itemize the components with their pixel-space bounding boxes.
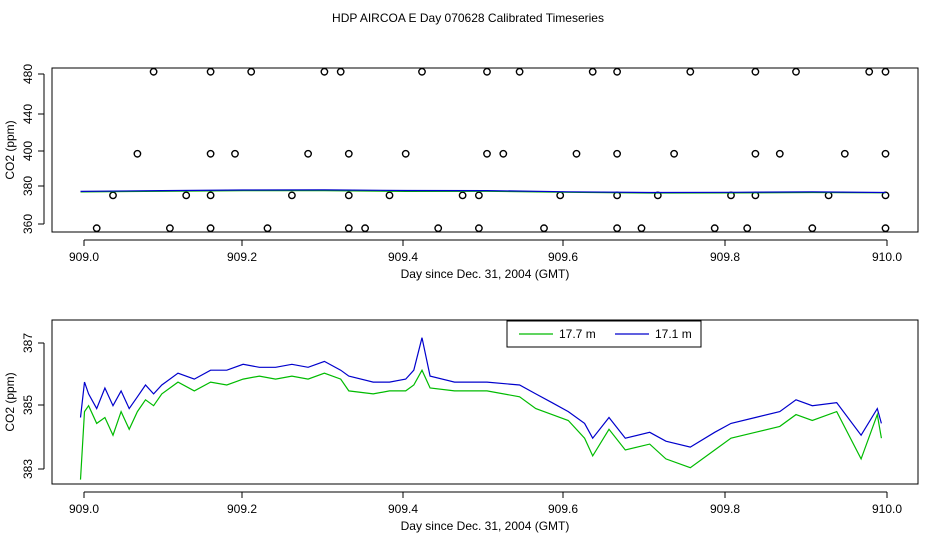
data-point bbox=[483, 67, 491, 76]
data-point bbox=[109, 191, 117, 200]
data-point bbox=[418, 67, 426, 76]
data-point bbox=[92, 224, 101, 233]
data-point bbox=[344, 224, 353, 233]
data-point bbox=[263, 224, 272, 233]
y-tick-label: 400 bbox=[21, 141, 35, 161]
data-point bbox=[840, 149, 849, 158]
data-point bbox=[515, 67, 524, 76]
data-point bbox=[540, 224, 548, 233]
y-axis-label: CO2 (ppm) bbox=[3, 372, 17, 431]
x-tick-label: 909.6 bbox=[548, 502, 578, 516]
legend-entry: 17.1 m bbox=[655, 327, 692, 341]
data-point bbox=[775, 149, 784, 158]
data-point bbox=[483, 149, 491, 158]
data-point bbox=[881, 149, 890, 158]
data-point bbox=[206, 224, 215, 233]
data-point bbox=[743, 224, 752, 233]
data-point bbox=[320, 67, 329, 76]
data-point bbox=[206, 149, 215, 158]
x-tick-label: 909.4 bbox=[388, 502, 418, 516]
data-point bbox=[556, 191, 565, 200]
data-point bbox=[808, 224, 817, 233]
figure-title: HDP AIRCOA E Day 070628 Calibrated Times… bbox=[332, 11, 604, 25]
data-point bbox=[686, 67, 695, 76]
x-tick-label: 910.0 bbox=[872, 250, 902, 264]
series-line bbox=[80, 189, 886, 194]
y-tick-label: 480 bbox=[21, 64, 35, 84]
x-tick-label: 909.4 bbox=[388, 250, 418, 264]
x-tick-label: 910.0 bbox=[872, 502, 902, 516]
x-tick-label: 909.8 bbox=[710, 250, 740, 264]
data-point bbox=[613, 67, 621, 76]
x-tick-label: 909.8 bbox=[710, 502, 740, 516]
y-tick-label: 387 bbox=[21, 333, 35, 353]
data-point bbox=[881, 224, 890, 233]
y-tick-label: 385 bbox=[21, 395, 35, 415]
data-point bbox=[304, 149, 312, 158]
data-point bbox=[182, 191, 191, 200]
data-point bbox=[458, 191, 467, 200]
x-tick-label: 909.6 bbox=[548, 250, 578, 264]
x-axis-label: Day since Dec. 31, 2004 (GMT) bbox=[401, 267, 570, 281]
data-point bbox=[401, 149, 410, 158]
data-point bbox=[881, 67, 890, 76]
data-point bbox=[792, 67, 800, 76]
y-tick-label: 380 bbox=[21, 176, 35, 196]
data-point bbox=[287, 191, 296, 200]
data-point bbox=[206, 67, 215, 76]
data-point bbox=[751, 149, 760, 158]
x-axis-label: Day since Dec. 31, 2004 (GMT) bbox=[401, 519, 570, 533]
data-point bbox=[637, 224, 646, 233]
y-axis-label: CO2 (ppm) bbox=[3, 120, 17, 179]
data-point bbox=[751, 67, 760, 76]
legend: 17.7 m 17.1 m bbox=[506, 320, 702, 348]
data-point bbox=[613, 224, 621, 233]
data-point bbox=[474, 191, 483, 200]
x-tick-label: 909.0 bbox=[69, 502, 99, 516]
y-tick-label: 383 bbox=[21, 459, 35, 479]
data-point bbox=[588, 67, 597, 76]
y-tick-label: 440 bbox=[21, 104, 35, 124]
legend-entry: 17.7 m bbox=[559, 327, 596, 341]
data-point bbox=[865, 67, 874, 76]
data-point bbox=[474, 224, 483, 233]
series-line bbox=[79, 368, 882, 480]
data-point bbox=[165, 224, 174, 233]
data-point bbox=[613, 149, 621, 158]
plot-frame bbox=[51, 67, 919, 233]
plot-frame bbox=[51, 319, 919, 485]
data-point bbox=[133, 149, 142, 158]
top-scatter-panel: 909.0 909.2 909.4 909.6 909.8 910.0 Day since … bbox=[3, 64, 919, 281]
x-tick-label: 909.2 bbox=[227, 502, 257, 516]
data-point bbox=[344, 149, 353, 158]
series-line bbox=[79, 337, 882, 448]
data-point bbox=[361, 224, 369, 233]
data-point bbox=[206, 191, 215, 200]
data-point bbox=[572, 149, 581, 158]
data-point bbox=[670, 149, 678, 158]
data-point bbox=[231, 149, 239, 158]
data-point bbox=[434, 224, 443, 233]
data-point bbox=[710, 224, 719, 233]
data-point bbox=[385, 191, 394, 200]
data-point bbox=[247, 67, 256, 76]
bottom-line-panel: 909.0 909.2 909.4 909.6 909.8 910.0 Day since … bbox=[3, 319, 919, 533]
x-tick-label: 909.2 bbox=[227, 250, 257, 264]
y-tick-label: 360 bbox=[21, 214, 35, 234]
data-point bbox=[336, 67, 345, 76]
data-point bbox=[149, 67, 158, 76]
x-tick-label: 909.0 bbox=[69, 250, 99, 264]
data-point bbox=[499, 149, 508, 158]
data-point bbox=[344, 191, 353, 200]
